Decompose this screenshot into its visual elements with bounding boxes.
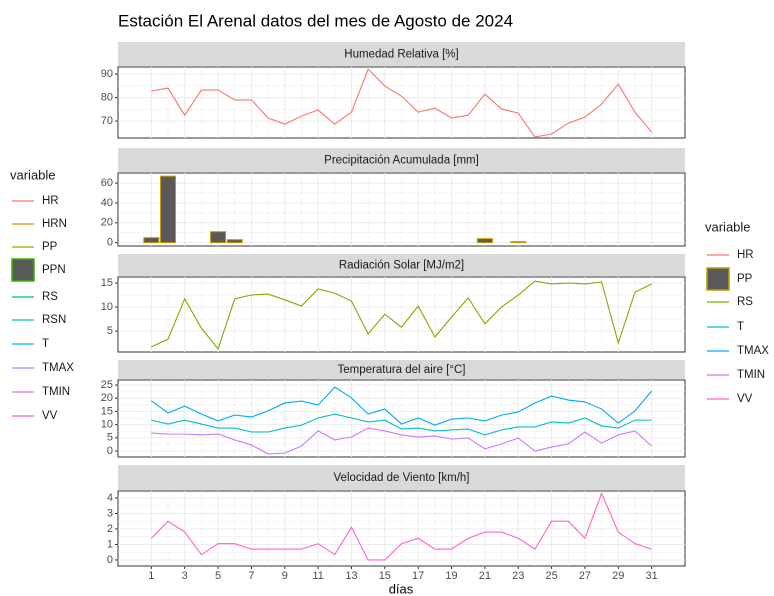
legend-label: TMIN [42, 386, 70, 398]
y-tick-label: 10 [101, 301, 113, 313]
x-tick-label: 25 [545, 570, 557, 582]
y-tick-label: 60 [101, 177, 113, 189]
panel-title: Velocidad de Viento [km/h] [334, 472, 470, 484]
panel-title: Temperatura del aire [°C] [338, 364, 466, 376]
legend-label: VV [737, 393, 753, 405]
x-tick-label: 21 [479, 570, 491, 582]
y-tick-label: 40 [101, 197, 113, 209]
panel-title: Humedad Relativa [%] [344, 49, 458, 61]
y-tick-label: 15 [101, 405, 113, 417]
legend-label: PPN [42, 264, 66, 276]
y-tick-label: 2 [107, 523, 113, 535]
legend-label: TMIN [737, 369, 765, 381]
x-tick-label: 13 [345, 570, 357, 582]
y-tick-label: 5 [107, 325, 113, 337]
legend-label: TMAX [737, 345, 769, 357]
strip [118, 42, 685, 66]
bar [160, 175, 177, 244]
x-tick-label: 11 [312, 570, 323, 582]
x-tick-label: 3 [182, 570, 188, 582]
legend-title: variable [10, 167, 56, 182]
legend-label: RS [42, 291, 58, 303]
y-tick-label: 4 [107, 492, 113, 504]
x-tick-label: 9 [282, 570, 288, 582]
y-tick-label: 1 [107, 538, 113, 550]
x-tick-label: 7 [248, 570, 254, 582]
x-tick-label: 19 [445, 570, 457, 582]
x-tick-label: 1 [148, 570, 154, 582]
series-line [151, 427, 653, 455]
x-tick-label: 17 [412, 570, 424, 582]
y-tick-label: 25 [101, 379, 113, 391]
panel-title: Precipitación Acumulada [mm] [324, 155, 479, 167]
bar [510, 241, 527, 244]
series-line [151, 413, 652, 436]
y-tick-label: 20 [101, 217, 113, 229]
y-tick-label: 0 [107, 445, 113, 457]
legend-label: T [737, 321, 744, 333]
y-tick-label: 0 [107, 554, 113, 566]
legend-label: TMAX [42, 362, 74, 374]
legend-label: HR [42, 195, 59, 207]
legend-label: RS [737, 296, 753, 308]
x-axis-label: días [389, 581, 414, 596]
series-line [151, 280, 652, 351]
y-tick-label: 3 [107, 507, 113, 519]
y-tick-label: 90 [101, 68, 113, 80]
x-tick-label: 23 [512, 570, 524, 582]
y-tick-label: 10 [101, 419, 113, 431]
bar [226, 239, 243, 244]
chart-title: Estación El Arenal datos del mes de Agos… [118, 11, 513, 30]
legend-label: PP [737, 273, 753, 285]
y-tick-label: 0 [107, 237, 113, 249]
panel-title: Radiación Solar [MJ/m2] [339, 260, 464, 272]
series-line [151, 386, 653, 426]
strip [118, 254, 685, 276]
series-line [150, 491, 652, 561]
legend-title: variable [705, 219, 751, 234]
legend-key [11, 258, 35, 282]
legend-label: RSN [42, 314, 66, 326]
legend-label: HR [737, 249, 754, 261]
x-tick-label: 29 [612, 570, 624, 582]
y-tick-label: 15 [101, 277, 113, 289]
y-tick-label: 20 [101, 392, 113, 404]
bar [143, 237, 160, 244]
y-tick-label: 5 [107, 432, 113, 444]
x-tick-label: 15 [379, 570, 391, 582]
legend-label: VV [42, 410, 58, 422]
x-tick-label: 31 [646, 570, 658, 582]
series-line [151, 68, 653, 138]
strip [118, 360, 685, 379]
legend-label: HRN [42, 218, 67, 230]
x-tick-label: 27 [579, 570, 591, 582]
x-tick-label: 5 [215, 570, 221, 582]
strip [118, 148, 685, 172]
legend-label: T [42, 338, 49, 350]
y-tick-label: 70 [101, 115, 113, 127]
legend-key [706, 267, 730, 291]
strip [118, 465, 685, 490]
y-tick-label: 80 [101, 91, 113, 103]
legend-label: PP [42, 241, 58, 253]
bar [476, 238, 493, 244]
bar [210, 231, 227, 244]
